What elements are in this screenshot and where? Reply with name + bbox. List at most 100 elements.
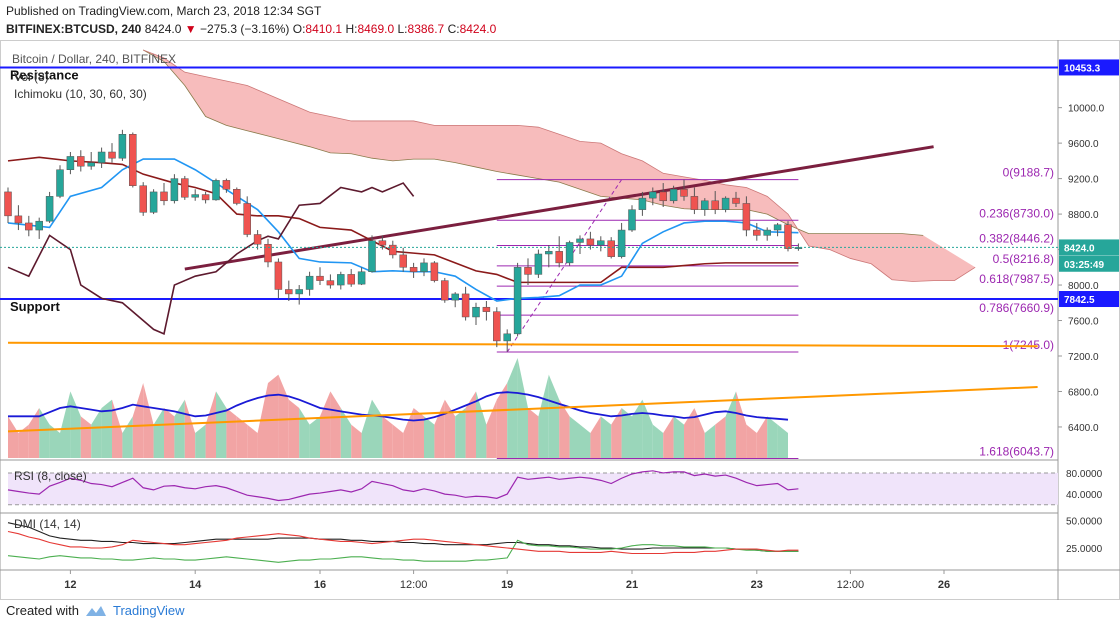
- chart-frame: [0, 40, 1120, 600]
- candle-body: [524, 267, 532, 275]
- candle-body: [794, 247, 803, 249]
- indicator-label-volume: Vol (8): [14, 70, 49, 84]
- y-tick-label: 7200.0: [1068, 352, 1099, 363]
- volume-bar: [195, 424, 206, 458]
- volume-bar: [528, 408, 539, 458]
- candle-body: [305, 275, 314, 290]
- tradingview-brand[interactable]: TradingView: [112, 603, 185, 618]
- volume-bar: [580, 424, 591, 458]
- volume-bar: [486, 399, 497, 458]
- volume-bar: [725, 391, 736, 458]
- rsi-tick-label: 40.0000: [1066, 490, 1103, 501]
- volume-bar: [372, 399, 383, 458]
- fib-level-label: 1(7245.0): [1003, 338, 1054, 352]
- price-label-box: [1059, 291, 1119, 308]
- candle-body: [264, 243, 272, 263]
- level-annotation: Resistance: [10, 67, 79, 82]
- candle-body: [430, 262, 439, 281]
- price-label-box: [1059, 255, 1119, 272]
- candle-body: [118, 134, 127, 159]
- y-tick-label: 7600.0: [1068, 317, 1099, 328]
- candle-body: [659, 191, 667, 202]
- x-tick-label: 12:00: [400, 579, 428, 591]
- level-annotation: Support: [10, 299, 60, 314]
- volume-bar: [18, 424, 29, 458]
- open-value: 8410.1: [305, 22, 343, 36]
- volume-bar: [247, 424, 258, 458]
- published-line: Published on TradingView.com, March 23, …: [6, 4, 322, 18]
- volume-bar: [122, 416, 133, 458]
- candle-body: [669, 189, 678, 202]
- volume-bar: [767, 416, 778, 458]
- candle-body: [576, 238, 584, 243]
- trend-line-purple: [184, 145, 934, 271]
- candle-body: [472, 306, 480, 318]
- dmi-plus-di-line: [7, 539, 799, 563]
- candle-body: [191, 194, 199, 198]
- volume-bar: [517, 358, 528, 458]
- price-label-text: 10453.3: [1064, 63, 1101, 74]
- rsi-line: [7, 470, 799, 502]
- candle-body: [201, 194, 210, 201]
- rsi-band: [8, 472, 1058, 505]
- candle-body: [139, 185, 147, 213]
- x-tick-label: 12:00: [837, 579, 865, 591]
- candle-body: [701, 200, 709, 210]
- y-tick-label: 8000.0: [1068, 281, 1099, 292]
- volume-bar: [49, 424, 60, 458]
- volume-bar: [736, 391, 747, 458]
- fib-level-label: 1.618(6043.7): [979, 445, 1054, 459]
- volume-bar: [569, 416, 580, 458]
- volume-bar: [320, 391, 331, 458]
- volume-bar: [330, 391, 341, 458]
- candle-body: [233, 189, 241, 204]
- x-tick-label: 12: [64, 579, 76, 591]
- down-triangle-icon: ▼: [184, 22, 197, 36]
- volume-bar: [632, 399, 643, 458]
- close-label: C:: [447, 22, 460, 36]
- volume-bar: [101, 399, 112, 458]
- candle-body: [409, 267, 418, 272]
- high-label: H:: [345, 22, 358, 36]
- volume-bar: [756, 416, 768, 458]
- candle-body: [597, 240, 605, 246]
- candle-body: [66, 156, 75, 170]
- volume-bar: [60, 391, 71, 458]
- volume-bar: [351, 424, 362, 458]
- volume-bar: [507, 358, 518, 458]
- fib-level-label: 0.236(8730.0): [979, 206, 1054, 220]
- candle-body: [357, 271, 366, 285]
- y-tick-label: 8800.0: [1068, 210, 1099, 221]
- volume-bar: [590, 416, 601, 458]
- candle-body: [721, 197, 730, 210]
- volume-bar: [403, 408, 414, 458]
- volume-bar: [299, 408, 310, 458]
- fib-level-label: 0.382(8446.2): [979, 231, 1054, 245]
- symbol: BITFINEX:BTCUSD, 240: [6, 22, 142, 36]
- volume-bar: [39, 408, 50, 458]
- volume-bar: [777, 424, 788, 458]
- volume-bar: [548, 374, 560, 458]
- volume-bar: [611, 408, 622, 458]
- volume-bar: [143, 383, 154, 458]
- candle-body: [129, 134, 137, 186]
- volume-bar: [226, 408, 237, 458]
- candle-body: [368, 240, 376, 272]
- candle-body: [742, 203, 751, 231]
- price-label-text: 8424.0: [1064, 243, 1095, 254]
- fib-level-label: 0.618(7987.5): [979, 272, 1054, 286]
- candle-body: [690, 196, 699, 210]
- dmi-tick-label: 50.0000: [1066, 517, 1103, 528]
- volume-bar: [216, 391, 227, 458]
- symbol-line: BITFINEX:BTCUSD, 240 8424.0 ▼ −275.3 (−3…: [6, 22, 496, 36]
- candle-body: [160, 191, 168, 202]
- volume-bar: [746, 424, 757, 458]
- volume-bar: [205, 391, 216, 458]
- candle-body: [711, 200, 719, 210]
- y-tick-label: 10000.0: [1068, 104, 1105, 115]
- rsi-tick-label: 80.0000: [1066, 469, 1103, 480]
- volume-bar: [684, 408, 695, 458]
- candle-body: [4, 191, 12, 217]
- price-label-box: [1059, 239, 1119, 256]
- chart-canvas[interactable]: 10000.09600.09200.08800.08400.08000.0760…: [0, 40, 1120, 600]
